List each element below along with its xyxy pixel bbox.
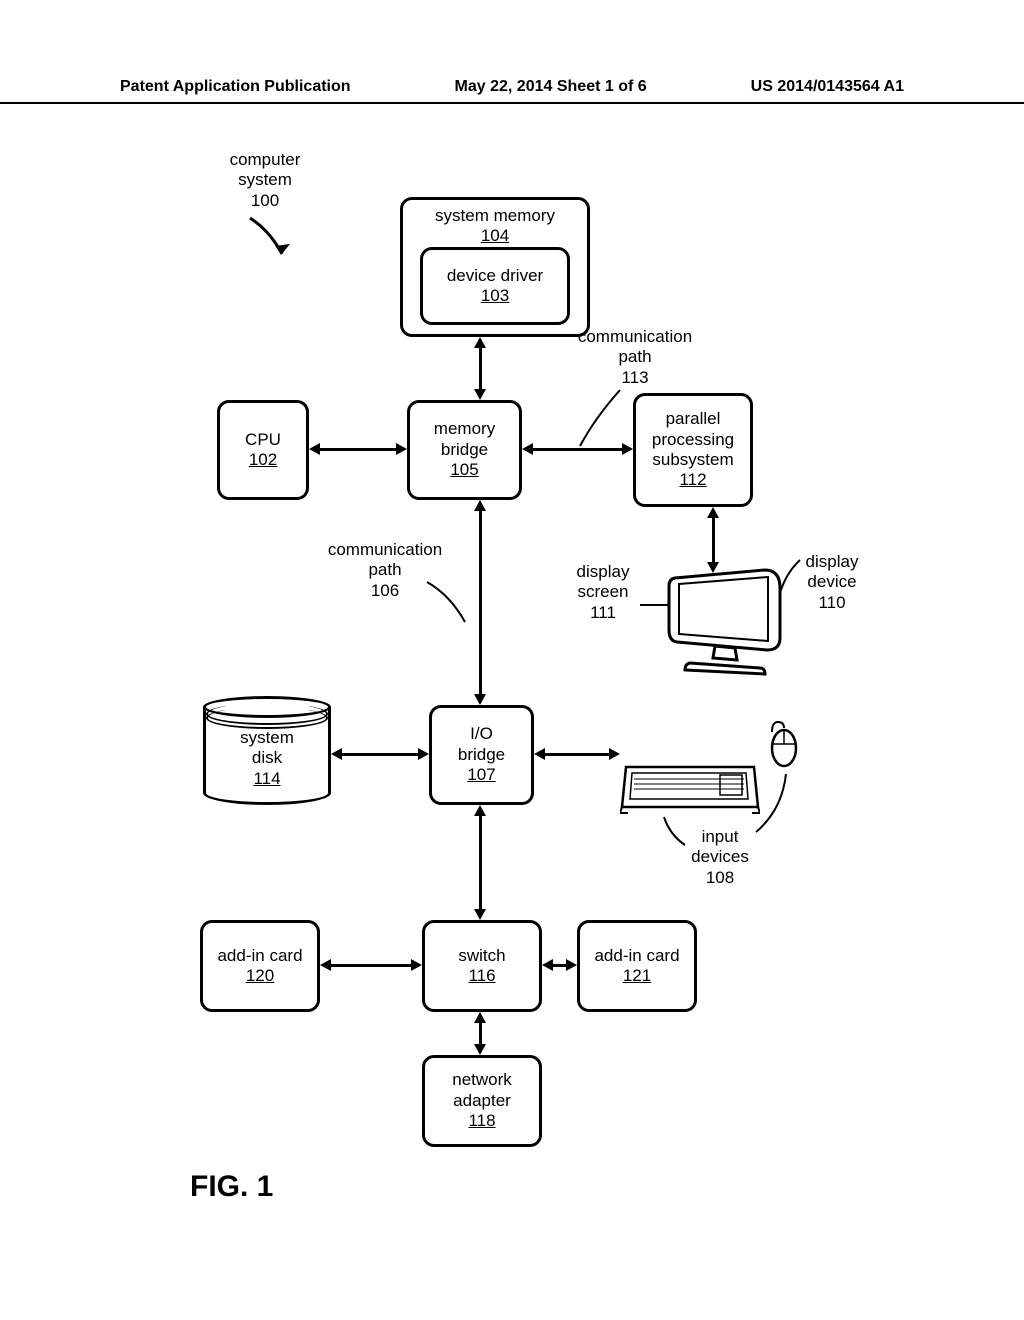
box-memory-bridge: memory bridge 105 [407, 400, 522, 500]
box-device-driver: device driver 103 [420, 247, 570, 325]
connector-mem-to-bridge [479, 348, 482, 389]
connector-switch-to-addin121 [553, 964, 566, 967]
label-system-memory: system memory 104 [435, 206, 555, 247]
arrowhead-icon [474, 1012, 486, 1023]
connector-membridge-to-iobridge [479, 511, 482, 694]
figure-label: FIG. 1 [190, 1170, 273, 1204]
connector-pps-to-display [712, 518, 715, 562]
arrowhead-icon [474, 909, 486, 920]
diagram: computer system 100 system memory 104 de… [0, 0, 1024, 1320]
arrowhead-icon [474, 694, 486, 705]
arrowhead-icon [309, 443, 320, 455]
box-addin-121: add-in card 121 [577, 920, 697, 1012]
box-network-adapter: network adapter 118 [422, 1055, 542, 1147]
label-computer-system: computer system 100 [215, 150, 315, 211]
pointer-arrow-icon [240, 216, 300, 266]
connector-disk-to-iobridge [342, 753, 418, 756]
arrowhead-icon [411, 959, 422, 971]
arrowhead-icon [474, 337, 486, 348]
cylinder-system-disk: system disk 114 [203, 696, 331, 805]
arrowhead-icon [534, 748, 545, 760]
arrowhead-icon [707, 507, 719, 518]
box-pps: parallel processing subsystem 112 [633, 393, 753, 507]
arrowhead-icon [320, 959, 331, 971]
arrowhead-icon [418, 748, 429, 760]
arrowhead-icon [566, 959, 577, 971]
box-switch: switch 116 [422, 920, 542, 1012]
arrowhead-icon [474, 389, 486, 400]
arrowhead-icon [474, 1044, 486, 1055]
leader-line-108-right [752, 770, 792, 840]
arrowhead-icon [707, 562, 719, 573]
label-display-screen: display screen 111 [563, 562, 643, 623]
mouse-icon [770, 720, 804, 775]
connector-addin120-to-switch [331, 964, 411, 967]
connector-switch-to-net [479, 1023, 482, 1044]
box-io-bridge: I/O bridge 107 [429, 705, 534, 805]
box-addin-120: add-in card 120 [200, 920, 320, 1012]
arrowhead-icon [474, 500, 486, 511]
arrowhead-icon [522, 443, 533, 455]
connector-bridge-to-pps [533, 448, 622, 451]
arrowhead-icon [396, 443, 407, 455]
monitor-icon [665, 568, 795, 683]
arrowhead-icon [609, 748, 620, 760]
arrowhead-icon [622, 443, 633, 455]
cylinder-top [203, 696, 331, 718]
connector-iobridge-to-input [545, 753, 609, 756]
leader-line-106 [425, 580, 475, 630]
label-input-devices: input devices 108 [680, 827, 760, 888]
connector-iobridge-to-switch [479, 816, 482, 909]
arrowhead-icon [474, 805, 486, 816]
leader-line-108-left [660, 815, 690, 850]
arrowhead-icon [542, 959, 553, 971]
label-comm-path-113: communication path 113 [570, 327, 700, 388]
connector-cpu-to-bridge [320, 448, 396, 451]
page: Patent Application Publication May 22, 2… [0, 0, 1024, 1320]
box-cpu: CPU 102 [217, 400, 309, 500]
arrowhead-icon [331, 748, 342, 760]
keyboard-icon [620, 763, 760, 817]
